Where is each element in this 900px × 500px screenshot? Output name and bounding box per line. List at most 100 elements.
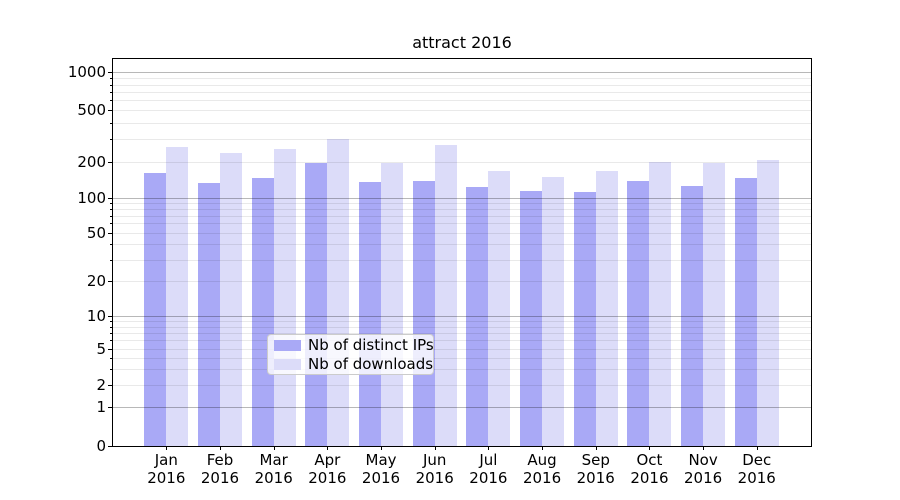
x-tick-mark bbox=[649, 446, 651, 450]
y-tick-label: 500 bbox=[77, 101, 106, 120]
gridline-minor bbox=[113, 122, 811, 124]
gridline-minor bbox=[113, 138, 811, 140]
y-tick-mark bbox=[108, 281, 113, 282]
y-minor-tick-mark bbox=[110, 215, 113, 217]
y-tick-label: 1 bbox=[96, 398, 106, 417]
y-minor-tick-mark bbox=[110, 369, 113, 371]
x-tick-label: Dec 2016 bbox=[737, 451, 776, 487]
gridline-minor bbox=[113, 232, 811, 234]
legend-label-downloads: Nb of downloads bbox=[308, 354, 434, 373]
y-tick-mark bbox=[108, 161, 113, 163]
x-tick-label: Jul 2016 bbox=[469, 451, 508, 487]
gridline-minor bbox=[113, 110, 811, 112]
gridline-minor bbox=[113, 208, 811, 210]
y-minor-tick-mark bbox=[110, 357, 113, 359]
x-tick-label: Mar 2016 bbox=[254, 451, 293, 487]
x-tick-label: Apr 2016 bbox=[308, 451, 347, 487]
gridline-minor bbox=[113, 326, 811, 328]
bar-distinct-ips bbox=[359, 181, 382, 446]
x-tick-label: Feb 2016 bbox=[200, 451, 240, 487]
x-tick-label: Sep 2016 bbox=[576, 451, 615, 487]
x-tick-mark bbox=[488, 446, 490, 450]
x-tick-label: Jan 2016 bbox=[147, 451, 186, 487]
y-minor-tick-mark bbox=[110, 84, 113, 86]
bar-downloads bbox=[649, 161, 672, 446]
bar-downloads bbox=[273, 149, 296, 446]
y-minor-tick-mark bbox=[110, 340, 113, 342]
legend-swatch-distinct-ips bbox=[274, 339, 301, 351]
gridline-minor bbox=[113, 84, 811, 86]
plot-area bbox=[112, 58, 812, 447]
gridline-minor bbox=[113, 369, 811, 371]
bar-distinct-ips bbox=[573, 191, 596, 446]
legend-swatch-downloads bbox=[274, 358, 301, 370]
y-tick-label: 1000 bbox=[67, 63, 106, 82]
y-minor-tick-mark bbox=[110, 326, 113, 328]
legend-label-distinct-ips: Nb of distinct IPs bbox=[308, 335, 434, 354]
y-tick-label: 50 bbox=[86, 223, 106, 242]
bar-downloads bbox=[327, 139, 350, 446]
gridline-minor bbox=[113, 100, 811, 102]
gridline-minor bbox=[113, 281, 811, 282]
bar-distinct-ips bbox=[305, 162, 328, 446]
bar-downloads bbox=[542, 177, 565, 446]
x-tick-label: Oct 2016 bbox=[630, 451, 669, 487]
y-tick-mark bbox=[108, 315, 113, 317]
y-minor-tick-mark bbox=[110, 332, 113, 334]
gridline-minor bbox=[113, 332, 811, 334]
x-tick-mark bbox=[166, 446, 168, 450]
x-tick-mark bbox=[542, 446, 544, 450]
bar-downloads bbox=[381, 162, 404, 446]
x-tick-label: May 2016 bbox=[361, 451, 401, 487]
bar-downloads bbox=[488, 170, 511, 446]
bar-distinct-ips bbox=[412, 180, 435, 446]
y-minor-tick-mark bbox=[110, 122, 113, 124]
bar-downloads bbox=[703, 163, 726, 446]
x-tick-mark bbox=[381, 446, 383, 450]
gridline-minor bbox=[113, 385, 811, 386]
y-tick-mark bbox=[108, 72, 113, 74]
y-minor-tick-mark bbox=[110, 320, 113, 322]
x-tick-mark bbox=[434, 446, 436, 450]
y-tick-mark bbox=[108, 446, 113, 447]
x-tick-mark bbox=[595, 446, 597, 450]
y-minor-tick-mark bbox=[110, 223, 113, 225]
x-tick-label: Nov 2016 bbox=[684, 451, 723, 487]
x-tick-mark bbox=[327, 446, 329, 450]
gridline-minor bbox=[113, 244, 811, 246]
x-tick-label: Jun 2016 bbox=[415, 451, 454, 487]
y-tick-mark bbox=[108, 197, 113, 199]
bar-distinct-ips bbox=[466, 187, 489, 446]
y-tick-mark bbox=[108, 232, 113, 234]
gridline-major bbox=[113, 72, 811, 74]
gridline-minor bbox=[113, 202, 811, 204]
bar-distinct-ips bbox=[734, 178, 757, 446]
gridline-minor bbox=[113, 357, 811, 359]
y-minor-tick-mark bbox=[110, 259, 113, 261]
y-minor-tick-mark bbox=[110, 244, 113, 246]
x-tick-mark bbox=[703, 446, 705, 450]
y-tick-label: 200 bbox=[77, 152, 106, 171]
gridline-minor bbox=[113, 320, 811, 322]
gridline-major bbox=[113, 197, 811, 199]
bar-downloads bbox=[219, 152, 242, 446]
bar-distinct-ips bbox=[144, 173, 167, 446]
y-tick-mark bbox=[108, 407, 113, 409]
bar-downloads bbox=[756, 160, 779, 446]
legend: Nb of distinct IPs Nb of downloads bbox=[267, 334, 434, 375]
bar-distinct-ips bbox=[681, 185, 704, 446]
gridline-minor bbox=[113, 340, 811, 342]
x-tick-mark bbox=[219, 446, 221, 450]
y-tick-label: 0 bbox=[96, 437, 106, 455]
gridline-minor bbox=[113, 161, 811, 163]
y-minor-tick-mark bbox=[110, 138, 113, 140]
bar-distinct-ips bbox=[627, 180, 650, 446]
bar-downloads bbox=[434, 145, 457, 446]
y-tick-label: 100 bbox=[77, 188, 106, 207]
legend-item-distinct-ips: Nb of distinct IPs bbox=[274, 336, 434, 354]
y-minor-tick-mark bbox=[110, 202, 113, 204]
y-tick-label: 20 bbox=[86, 272, 106, 290]
y-minor-tick-mark bbox=[110, 100, 113, 102]
gridline-minor bbox=[113, 223, 811, 225]
